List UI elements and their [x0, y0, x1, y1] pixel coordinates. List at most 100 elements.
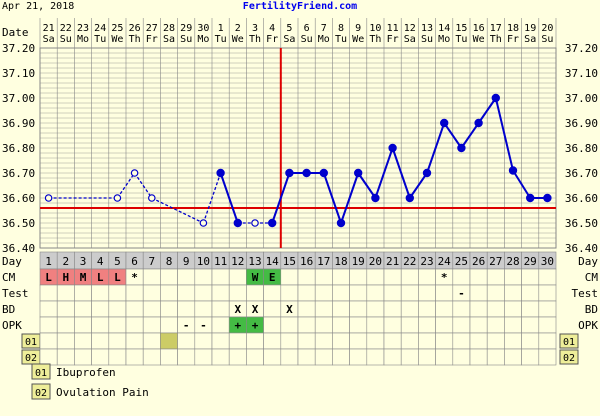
date-number: 19	[524, 23, 536, 34]
day-number: 11	[214, 255, 227, 268]
row-cell-custom1	[452, 332, 471, 350]
temp-point	[148, 194, 156, 202]
row-cell-value-opk: -	[200, 319, 207, 332]
day-number: 20	[369, 255, 382, 268]
y-tick-label-right: 36.90	[565, 117, 598, 130]
date-number: 8	[338, 23, 344, 34]
row-cell-bd	[142, 300, 161, 318]
row-cell-opk	[142, 316, 161, 334]
row-cell-cm	[521, 268, 540, 286]
date-number: 28	[163, 23, 175, 34]
custom-row-badge-right	[559, 333, 579, 349]
day-number: 19	[352, 255, 365, 268]
day-number: 12	[231, 255, 244, 268]
date-weekday: Fr	[507, 34, 519, 45]
y-tick-label-left: 37.00	[2, 92, 35, 105]
row-cell-bd	[366, 300, 385, 318]
row-cell-test	[246, 284, 264, 302]
row-cell-custom2	[160, 348, 178, 366]
date-number: 30	[197, 23, 209, 34]
row-cell-custom1	[504, 332, 522, 350]
row-cell-custom2	[435, 348, 454, 366]
row-cell-test	[366, 284, 385, 302]
row-cell-bd	[486, 300, 505, 318]
date-number: 3	[252, 23, 258, 34]
row-cell-value-cm: E	[269, 271, 276, 284]
row-label-opk: OPK	[2, 319, 22, 332]
temp-point	[319, 168, 328, 178]
row-cell-test	[332, 284, 350, 302]
row-cell-custom2	[538, 348, 557, 366]
date-number: 18	[507, 23, 519, 34]
row-cell-opk	[504, 316, 522, 334]
row-cell-opk	[400, 316, 419, 334]
y-tick-label-left: 36.70	[2, 167, 35, 180]
row-cell-cm	[314, 268, 333, 286]
row-cell-test	[74, 284, 92, 302]
row-cell-custom2	[297, 348, 316, 366]
row-cell-bd	[39, 300, 58, 318]
row-cell-test	[538, 284, 557, 302]
row-label-test-right: Test	[572, 287, 599, 300]
row-cell-value-cm: *	[131, 271, 138, 284]
date-weekday: Th	[490, 34, 502, 45]
date-number: 7	[321, 23, 327, 34]
date-weekday: Mo	[438, 34, 450, 45]
row-cell-custom2	[177, 348, 196, 366]
row-cell-custom2	[91, 348, 110, 366]
row-cell-custom2	[486, 348, 505, 366]
row-cell-custom2	[469, 348, 488, 366]
row-cell-opk	[160, 316, 178, 334]
y-tick-label-right: 37.00	[565, 92, 598, 105]
date-weekday: We	[111, 34, 123, 45]
row-cell-custom1	[280, 332, 299, 350]
row-cell-opk	[486, 316, 505, 334]
date-row-label: Date	[2, 26, 29, 39]
row-cell-custom1	[56, 332, 75, 350]
row-cell-opk	[435, 316, 454, 334]
temp-segment	[340, 172, 360, 224]
day-number: 28	[506, 255, 519, 268]
row-cell-test	[91, 284, 110, 302]
legend-code: 02	[35, 388, 47, 399]
date-number: 11	[387, 23, 399, 34]
row-label-test: Test	[2, 287, 29, 300]
temp-segment	[134, 172, 153, 199]
row-cell-custom2	[349, 348, 368, 366]
date-number: 5	[286, 23, 292, 34]
row-cell-cm	[228, 268, 247, 286]
row-cell-custom2	[246, 348, 264, 366]
temp-point	[354, 168, 363, 178]
row-cell-test	[263, 284, 282, 302]
date-number: 4	[269, 23, 275, 34]
day-number: 25	[455, 255, 468, 268]
day-number: 17	[317, 255, 330, 268]
row-cell-bd	[56, 300, 75, 318]
temp-segment	[202, 172, 222, 224]
row-cell-custom1	[349, 332, 368, 350]
row-label-bd-right: BD	[585, 303, 598, 316]
row-cell-custom1	[366, 332, 385, 350]
day-number: 4	[97, 255, 104, 268]
y-tick-label-left: 36.40	[2, 242, 35, 255]
date-weekday: Fr	[146, 34, 158, 45]
temp-point	[508, 166, 518, 175]
row-cell-custom2	[56, 348, 75, 366]
row-cell-custom1	[246, 332, 264, 350]
date-number: 10	[369, 23, 381, 34]
row-cell-opk	[280, 316, 299, 334]
day-number: 16	[300, 255, 313, 268]
temp-point	[543, 193, 552, 203]
date-weekday: Sa	[524, 34, 536, 45]
date-number: 29	[180, 23, 192, 34]
date-weekday: Sa	[163, 34, 175, 45]
y-tick-label-right: 36.80	[565, 142, 598, 155]
date-number: 22	[60, 23, 72, 34]
row-cell-custom1	[400, 332, 419, 350]
row-cell-value-bd: X	[252, 303, 259, 316]
date-weekday: Tu	[215, 34, 227, 45]
day-number: 5	[114, 255, 121, 268]
date-number: 15	[455, 23, 467, 34]
row-cell-bd	[435, 300, 454, 318]
